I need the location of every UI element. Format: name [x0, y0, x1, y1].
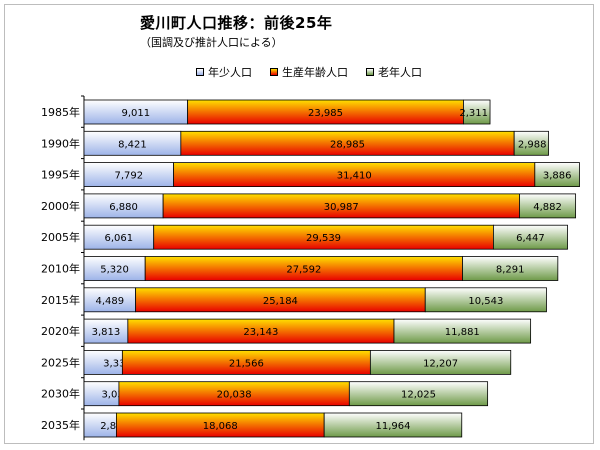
legend-label-young: 年少人口 — [208, 66, 252, 79]
data-label-working: 23,143 — [243, 327, 278, 338]
data-label-working: 27,592 — [286, 265, 321, 276]
data-label-working: 29,539 — [306, 233, 341, 244]
bar-elderly — [393, 318, 532, 344]
data-label-young: 3,035 — [101, 390, 130, 401]
bar-working — [162, 193, 520, 219]
data-label-working: 20,038 — [217, 390, 252, 401]
data-label-elderly: 12,025 — [401, 390, 436, 401]
legend: 年少人口 生産年齢人口 老年人口 — [196, 64, 422, 80]
legend-swatch-working — [270, 68, 278, 76]
data-label-elderly: 10,543 — [468, 296, 503, 307]
category-label: 2000年 — [41, 199, 80, 213]
category-label: 2025年 — [41, 355, 80, 369]
category-label: 1990年 — [41, 136, 80, 150]
bar-working — [135, 287, 426, 313]
bar-young — [83, 318, 129, 344]
bar-elderly — [348, 381, 489, 407]
category-label: 2035年 — [41, 418, 80, 432]
bar-elderly — [513, 130, 549, 156]
data-label-young: 2,817 — [100, 421, 129, 432]
bar-young — [83, 349, 123, 375]
chart-subtitle: （国調及び推計人口による） — [140, 36, 283, 49]
bar-working — [127, 318, 395, 344]
data-label-young: 8,421 — [118, 139, 147, 150]
bar-elderly — [492, 224, 568, 250]
legend-item-working: 生産年齢人口 — [270, 64, 348, 80]
bar-elderly — [519, 193, 577, 219]
data-label-working: 28,985 — [330, 139, 365, 150]
data-label-elderly: 2,311 — [459, 108, 488, 119]
data-label-working: 30,987 — [324, 202, 359, 213]
data-label-elderly: 3,886 — [543, 171, 572, 182]
bar-young — [83, 287, 137, 313]
legend-item-elderly: 老年人口 — [366, 64, 422, 80]
data-label-elderly: 6,447 — [516, 233, 545, 244]
data-label-elderly: 11,964 — [375, 421, 410, 432]
data-label-elderly: 8,291 — [496, 265, 525, 276]
bar-young — [83, 193, 164, 219]
bar-young — [83, 162, 175, 188]
bar-elderly — [424, 287, 547, 313]
data-label-young: 9,011 — [121, 108, 150, 119]
legend-label-working: 生産年齢人口 — [282, 66, 348, 79]
data-label-young: 3,813 — [92, 327, 121, 338]
category-label: 2005年 — [41, 230, 80, 244]
bar-young — [83, 130, 182, 156]
chart-title: 愛川町人口推移：前後25年 — [140, 14, 333, 32]
data-label-elderly: 11,881 — [445, 327, 480, 338]
bar-elderly — [323, 412, 463, 438]
category-label: 1995年 — [41, 168, 80, 182]
bar-working — [187, 99, 464, 125]
category-label: 2030年 — [41, 387, 80, 401]
data-label-working: 31,410 — [337, 171, 372, 182]
data-label-elderly: 2,988 — [518, 139, 547, 150]
bar-working — [121, 349, 371, 375]
legend-item-young: 年少人口 — [196, 64, 252, 80]
data-label-young: 7,792 — [114, 171, 143, 182]
category-label: 2015年 — [41, 293, 80, 307]
bar-young — [83, 412, 117, 438]
bar-working — [173, 162, 536, 188]
data-label-young: 6,061 — [105, 233, 134, 244]
bar-working — [144, 256, 463, 281]
bar-working — [115, 412, 325, 438]
data-label-working: 23,985 — [308, 108, 343, 119]
data-label-working: 18,068 — [203, 421, 238, 432]
bar-working — [118, 381, 350, 407]
data-label-working: 25,184 — [263, 296, 298, 307]
bar-working — [180, 130, 515, 156]
legend-swatch-elderly — [366, 68, 374, 76]
data-label-working: 21,566 — [229, 358, 264, 369]
data-label-elderly: 12,207 — [423, 358, 458, 369]
data-label-young: 4,489 — [95, 296, 124, 307]
category-label: 1985年 — [41, 105, 80, 119]
bar-elderly — [463, 99, 491, 125]
data-label-young: 6,880 — [109, 202, 138, 213]
category-label: 2010年 — [41, 262, 80, 276]
data-label-elderly: 4,882 — [533, 202, 562, 213]
bar-elderly — [462, 256, 559, 281]
legend-label-elderly: 老年人口 — [378, 66, 422, 79]
data-label-young: 5,320 — [100, 265, 129, 276]
category-label: 2020年 — [41, 324, 80, 338]
bar-elderly — [369, 349, 512, 375]
bar-young — [83, 256, 146, 281]
bar-elderly — [534, 162, 580, 188]
data-label-young: 3,336 — [103, 358, 132, 369]
legend-swatch-young — [196, 68, 204, 76]
